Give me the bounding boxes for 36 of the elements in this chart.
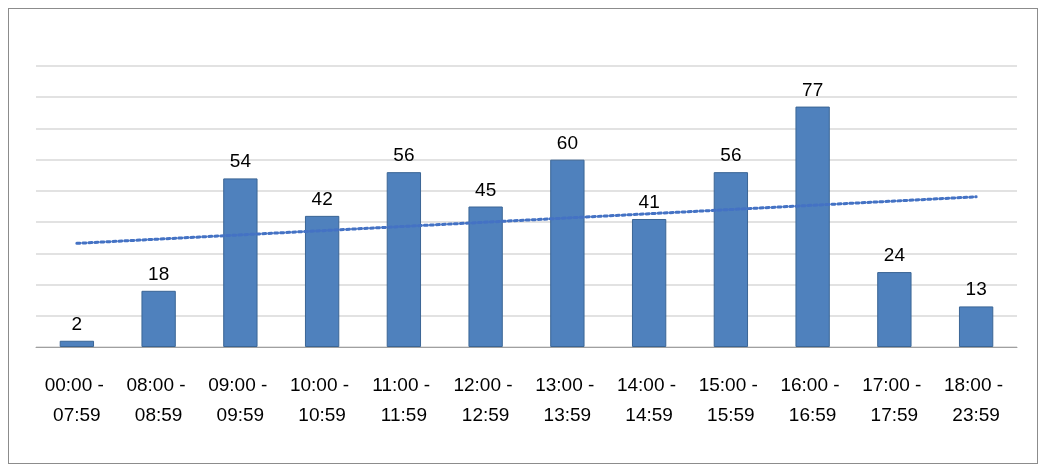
bar [631, 218, 667, 347]
x-tick-label: 16:00 - 16:59 [780, 373, 845, 425]
data-label: 42 [311, 187, 333, 209]
data-label: 18 [148, 262, 170, 284]
data-label: 77 [802, 78, 824, 100]
x-tick-label: 13:00 - 13:59 [535, 373, 600, 425]
x-tick-label: 00:00 - 07:59 [44, 373, 110, 425]
bar [877, 272, 912, 347]
bar [386, 172, 422, 347]
x-tick-label: 14:00 - 14:59 [616, 373, 682, 425]
x-tick-label: 15:00 - 15:59 [698, 373, 764, 425]
bar [141, 290, 176, 347]
bar [468, 206, 503, 347]
bar [223, 178, 258, 347]
data-label: 56 [720, 144, 742, 166]
x-tick-label: 09:00 - 09:59 [208, 373, 273, 425]
data-label: 56 [393, 144, 415, 166]
data-label: 41 [638, 190, 660, 212]
bar [713, 172, 749, 347]
data-label: 60 [556, 131, 578, 153]
data-label: 24 [883, 244, 906, 266]
bar [795, 106, 830, 347]
x-tick-label: 08:00 - 08:59 [126, 373, 191, 425]
bar [550, 159, 585, 347]
x-tick-label: 10:00 - 10:59 [289, 373, 355, 425]
x-tick-label: 17:00 - 17:59 [862, 373, 927, 425]
data-label: 2 [71, 312, 83, 334]
bar [304, 215, 340, 347]
data-label: 45 [475, 178, 497, 200]
bar [958, 306, 994, 347]
bar [59, 340, 95, 347]
data-label: 54 [229, 150, 252, 172]
data-label: 13 [965, 278, 987, 300]
x-tick-label: 11:00 - 11:59 [372, 373, 436, 425]
x-tick-label: 12:00 - 12:59 [453, 373, 518, 425]
x-tick-label: 18:00 - 23:59 [943, 373, 1009, 425]
